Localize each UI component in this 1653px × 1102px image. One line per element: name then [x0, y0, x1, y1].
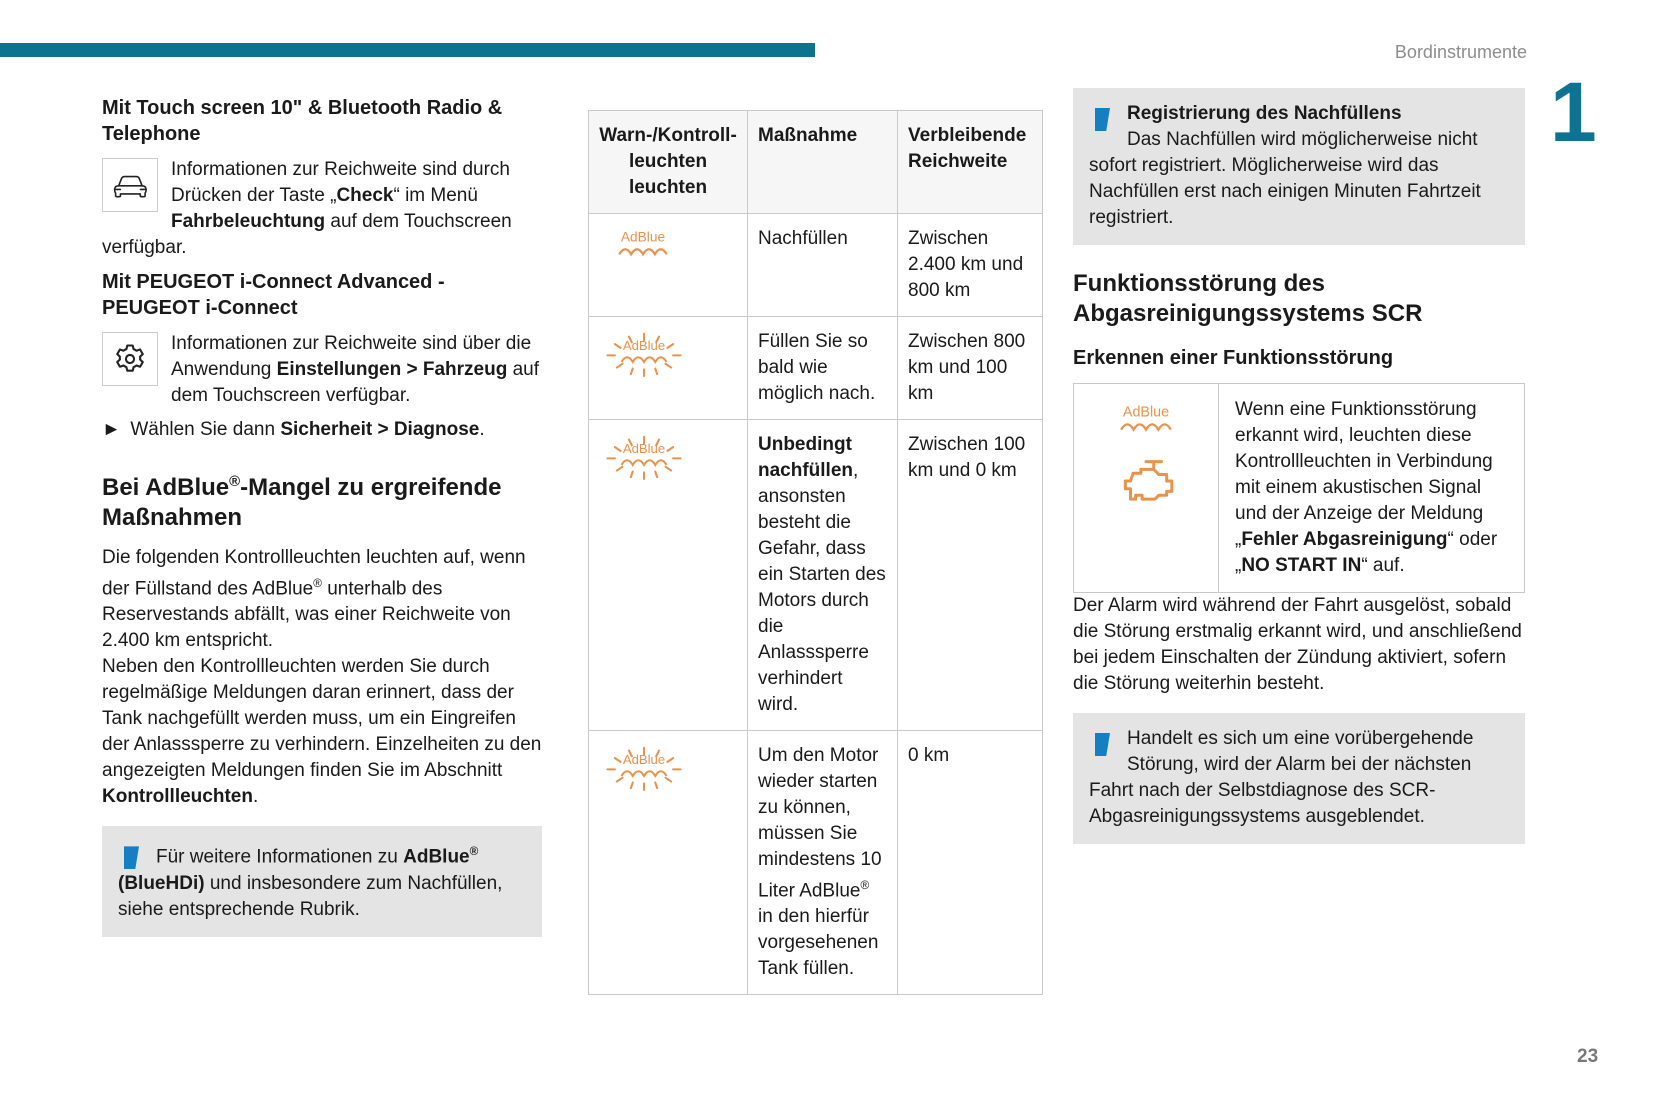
- info-box-adblue: Für weitere Informationen zu AdBlue® (Bl…: [102, 826, 542, 937]
- table-cell-reichweite: Zwischen 800 km und 100 km: [897, 316, 1043, 420]
- table-cell-reichweite: Zwischen 2.400 km und 800 km: [897, 213, 1043, 317]
- top-accent-bar: [0, 43, 815, 57]
- table-row: AdBlue Füllen Sie so bald wie möglich na…: [588, 316, 1043, 420]
- adblue-actions-table: Warn-/Kontroll- leuchten leuchten Maßnah…: [588, 110, 1043, 996]
- paragraph-iconnect-block: Informationen zur Reichweite sind über d…: [102, 331, 542, 409]
- table-header-massnahme: Maßnahme: [747, 110, 898, 214]
- car-icon: [113, 175, 147, 198]
- table-cell-massnahme: Füllen Sie so bald wie möglich nach.: [747, 316, 898, 420]
- table-header-reichweite: Verbleibende Reichweite: [897, 110, 1043, 214]
- chapter-number: 1: [1550, 65, 1597, 159]
- paragraph-warning-lamps: Die folgenden Kontrollleuchten leuchten …: [102, 547, 526, 652]
- table-cell-reichweite: 0 km: [897, 729, 1043, 996]
- table-cell-massnahme: Um den Motor wieder starten zu können, m…: [747, 729, 898, 996]
- engine-warning-icon: [1123, 460, 1174, 501]
- info-box-refill-registration: Registrierung des Nachfüllens Das Nachfü…: [1073, 88, 1525, 245]
- heading-iconnect: Mit PEUGEOT i-Connect Advanced - PEUGEOT…: [102, 271, 445, 319]
- car-icon-box: [102, 158, 158, 212]
- info-box-refill-text: Das Nachfüllen wird möglicherweise nicht…: [1089, 129, 1481, 228]
- adblue-warning-icon: AdBlue: [1120, 404, 1172, 432]
- subheading-detection: Erkennen einer Funktionsstörung: [1073, 347, 1394, 369]
- warning-box-text: Wenn eine Funktionsstörung erkannt wird,…: [1235, 399, 1498, 576]
- table-header-row: Warn-/Kontroll- leuchten leuchten Maßnah…: [588, 110, 1043, 214]
- info-box-transient: Handelt es sich um eine vorübergehende S…: [1073, 713, 1525, 844]
- adblue-actions-table-wrap: Warn-/Kontroll- leuchten leuchten Maßnah…: [588, 110, 1043, 996]
- svg-text:AdBlue: AdBlue: [623, 752, 665, 767]
- running-head: Bordinstrumente: [1394, 42, 1527, 62]
- paragraph-reminders: Neben den Kontrollleuchten werden Sie du…: [102, 656, 542, 808]
- table-header-warnleuchten: Warn-/Kontroll- leuchten leuchten: [588, 110, 748, 214]
- adblue-warning-blinking-icon: AdBlue: [606, 435, 682, 481]
- paragraph-alarm: Der Alarm wird während der Fahrt ausgelö…: [1073, 595, 1522, 694]
- adblue-warning-icon: AdBlue: [618, 230, 668, 257]
- info-box-adblue-text: Für weitere Informationen zu AdBlue® (Bl…: [118, 845, 503, 920]
- adblue-warning-blinking-icon: AdBlue: [606, 332, 682, 378]
- paragraph-touchscreen: Informationen zur Reichweite sind durch …: [102, 159, 512, 258]
- svg-text:AdBlue: AdBlue: [621, 230, 665, 245]
- table-cell-reichweite: Zwischen 100 km und 0 km: [897, 419, 1043, 731]
- gear-icon: [116, 344, 144, 372]
- svg-text:AdBlue: AdBlue: [1123, 404, 1169, 420]
- paragraph-touchscreen-block: Informationen zur Reichweite sind durch …: [102, 157, 542, 261]
- gear-icon-box: [102, 332, 158, 386]
- heading-touchscreen: Mit Touch screen 10" & Bluetooth Radio &…: [102, 97, 503, 145]
- info-box-transient-text: Handelt es sich um eine vorübergehende S…: [1089, 728, 1474, 827]
- left-column: Mit Touch screen 10" & Bluetooth Radio &…: [102, 95, 542, 937]
- warning-box-icons: AdBlue: [1074, 384, 1219, 592]
- instruction-line: ► Wählen Sie dann Sicherheit > Diagnose.: [102, 419, 485, 440]
- table-row: AdBlue Unbedingt nachfüllen, ansonsten b…: [588, 419, 1043, 731]
- info-icon: [1095, 729, 1110, 756]
- right-column: Registrierung des Nachfüllens Das Nachfü…: [1073, 88, 1525, 844]
- heading-adblue-shortage: Bei AdBlue®-Mangel zu ergreifende Maßnah…: [102, 474, 502, 531]
- table-cell-massnahme: Unbedingt nachfüllen, ansonsten besteht …: [747, 419, 898, 731]
- table-cell-massnahme: Nachfüllen: [747, 213, 898, 317]
- svg-text:AdBlue: AdBlue: [623, 338, 665, 353]
- heading-scr-malfunction: Funktionsstörung des Abgasreinigungssyst…: [1073, 270, 1423, 327]
- paragraph-iconnect: Informationen zur Reichweite sind über d…: [171, 333, 540, 406]
- info-icon: [1095, 104, 1110, 131]
- adblue-warning-blinking-icon: AdBlue: [606, 746, 682, 792]
- svg-text:AdBlue: AdBlue: [623, 441, 665, 456]
- malfunction-warning-box: AdBlue Wenn eine Funktionsstörung erkann…: [1073, 383, 1525, 593]
- page-number: 23: [1577, 1046, 1599, 1067]
- table-row: AdBlue Nachfüllen Zwischen 2.400 km und …: [588, 213, 1043, 317]
- table-row: AdBlue Um den Motor wieder starten zu kö…: [588, 729, 1043, 996]
- info-icon: [124, 842, 139, 870]
- info-box-refill-title: Registrierung des Nachfüllens: [1127, 103, 1402, 124]
